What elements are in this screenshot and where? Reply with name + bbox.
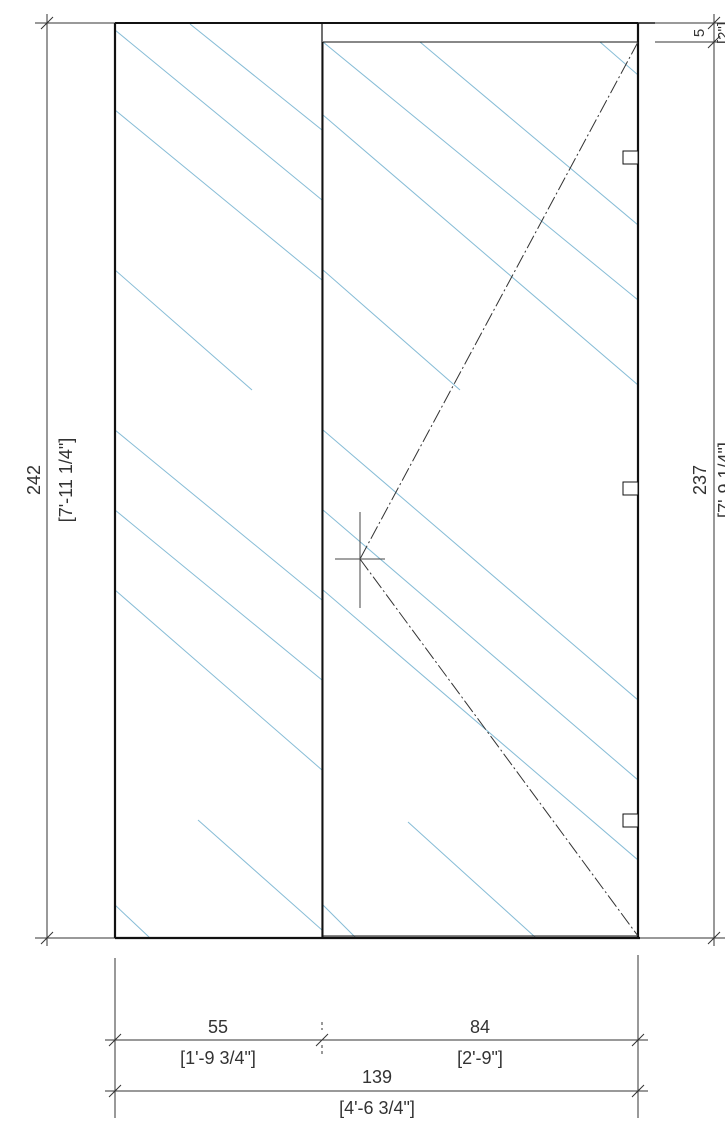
door-glass-hatch xyxy=(323,42,638,937)
door-swing-lines xyxy=(359,41,639,937)
door-panel xyxy=(322,23,640,940)
door-height-value: 237 xyxy=(690,465,710,495)
hinge-bottom xyxy=(622,813,639,828)
width-extension-lines xyxy=(114,955,639,1118)
door-width-value: 84 xyxy=(470,1017,490,1037)
partial-width-dimension-line xyxy=(105,1033,648,1047)
door-height-imperial: [7'-9 1/4"] xyxy=(715,442,725,518)
total-height-dimension-line xyxy=(40,14,54,946)
top-gap-value: 5 xyxy=(691,29,708,37)
hinge-middle xyxy=(622,481,639,496)
handle-crosshair xyxy=(335,512,385,608)
fixed-panel-glass-hatch xyxy=(115,24,322,938)
total-height-value: 242 xyxy=(24,465,44,495)
total-width-value: 139 xyxy=(362,1067,392,1087)
door-width-imperial: [2'-9"] xyxy=(457,1048,503,1068)
total-width-imperial: [4'-6 3/4"] xyxy=(339,1098,415,1118)
fixed-panel-width-value: 55 xyxy=(208,1017,228,1037)
door-hinges xyxy=(622,150,639,828)
top-gap-imperial: [2"] xyxy=(715,22,725,44)
total-height-imperial: [7'-11 1/4"] xyxy=(56,438,76,523)
hinge-top xyxy=(622,150,639,165)
fixed-panel-width-imperial: [1'-9 3/4"] xyxy=(180,1048,256,1068)
fixed-panel xyxy=(113,23,323,940)
total-width-dimension-line xyxy=(105,1084,648,1098)
height-extension-lines xyxy=(35,22,725,939)
door-height-dimension-line xyxy=(707,14,721,946)
